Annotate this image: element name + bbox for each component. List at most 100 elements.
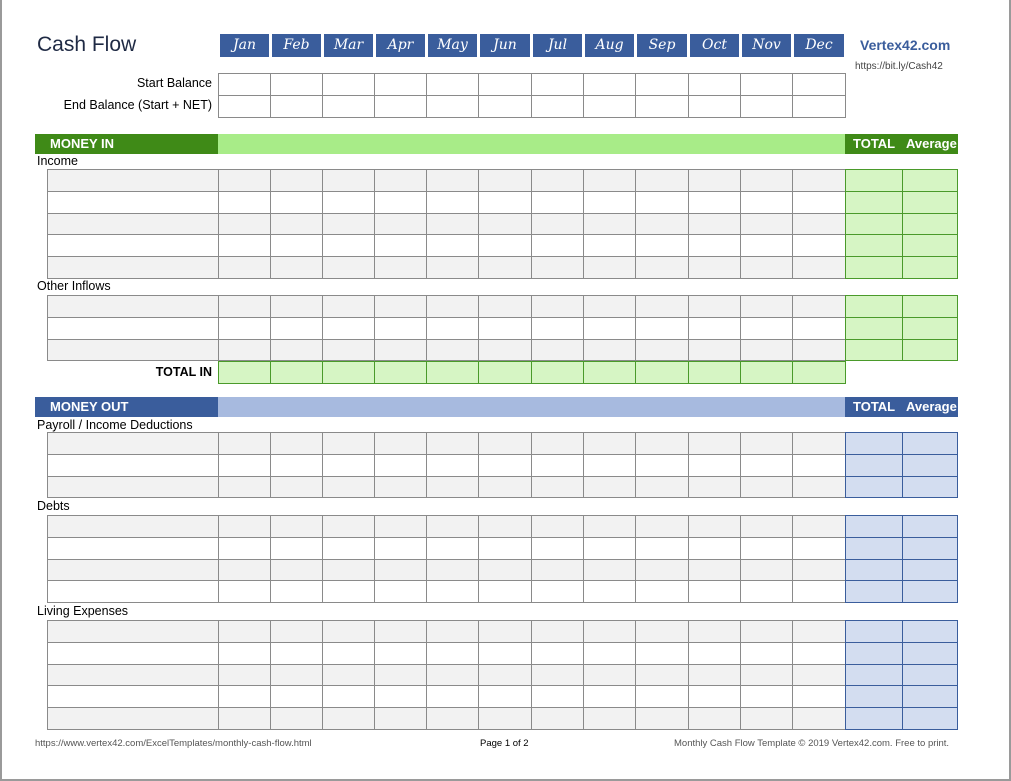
amount-cell[interactable] [792,620,846,643]
amount-cell[interactable] [635,295,689,318]
amount-cell[interactable] [218,580,271,604]
amount-cell[interactable] [322,558,375,582]
amount-cell[interactable] [583,620,636,643]
amount-cell[interactable] [635,707,689,730]
amount-cell[interactable] [322,295,375,318]
amount-cell[interactable] [218,641,271,665]
amount-cell[interactable] [740,475,793,499]
end-balance-cell[interactable] [426,95,479,118]
amount-cell[interactable] [635,316,689,340]
amount-cell[interactable] [740,707,793,730]
amount-cell[interactable] [688,663,741,687]
amount-cell[interactable] [688,475,741,499]
amount-cell[interactable] [688,685,741,709]
row-label-cell[interactable] [47,234,219,258]
row-label-cell[interactable] [47,212,219,236]
amount-cell[interactable] [426,620,479,643]
end-balance-cell[interactable] [218,95,271,118]
amount-cell[interactable] [531,580,584,604]
amount-cell[interactable] [218,169,271,192]
amount-cell[interactable] [635,558,689,582]
amount-cell[interactable] [583,580,636,604]
amount-cell[interactable] [478,707,532,730]
amount-cell[interactable] [478,580,532,604]
amount-cell[interactable] [426,663,479,687]
amount-cell[interactable] [218,190,271,214]
amount-cell[interactable] [478,256,532,279]
amount-cell[interactable] [322,234,375,258]
footer-url[interactable]: https://www.vertex42.com/ExcelTemplates/… [35,738,312,749]
end-balance-cell[interactable] [740,95,793,118]
amount-cell[interactable] [270,190,323,214]
row-label-cell[interactable] [47,620,219,643]
row-label-cell[interactable] [47,685,219,709]
amount-cell[interactable] [374,558,427,582]
start-balance-cell[interactable] [426,73,479,96]
amount-cell[interactable] [740,432,793,455]
amount-cell[interactable] [374,234,427,258]
amount-cell[interactable] [218,707,271,730]
amount-cell[interactable] [531,234,584,258]
amount-cell[interactable] [531,432,584,455]
amount-cell[interactable] [635,515,689,538]
amount-cell[interactable] [374,580,427,604]
row-label-cell[interactable] [47,338,219,362]
end-balance-cell[interactable] [478,95,532,118]
amount-cell[interactable] [740,316,793,340]
end-balance-cell[interactable] [635,95,689,118]
amount-cell[interactable] [322,190,375,214]
amount-cell[interactable] [478,295,532,318]
amount-cell[interactable] [792,256,846,279]
amount-cell[interactable] [740,536,793,560]
amount-cell[interactable] [635,338,689,362]
amount-cell[interactable] [583,453,636,477]
row-label-cell[interactable] [47,515,219,538]
amount-cell[interactable] [583,558,636,582]
amount-cell[interactable] [478,316,532,340]
amount-cell[interactable] [635,212,689,236]
amount-cell[interactable] [322,536,375,560]
amount-cell[interactable] [270,432,323,455]
amount-cell[interactable] [688,256,741,279]
amount-cell[interactable] [740,453,793,477]
amount-cell[interactable] [531,190,584,214]
end-balance-cell[interactable] [531,95,584,118]
amount-cell[interactable] [218,316,271,340]
amount-cell[interactable] [531,212,584,236]
row-label-cell[interactable] [47,190,219,214]
start-balance-cell[interactable] [740,73,793,96]
amount-cell[interactable] [270,212,323,236]
short-url[interactable]: https://bit.ly/Cash42 [855,61,943,72]
amount-cell[interactable] [792,558,846,582]
amount-cell[interactable] [792,536,846,560]
amount-cell[interactable] [322,515,375,538]
amount-cell[interactable] [740,620,793,643]
amount-cell[interactable] [374,190,427,214]
row-label-cell[interactable] [47,475,219,499]
amount-cell[interactable] [270,234,323,258]
amount-cell[interactable] [792,190,846,214]
amount-cell[interactable] [426,685,479,709]
amount-cell[interactable] [270,641,323,665]
amount-cell[interactable] [531,453,584,477]
amount-cell[interactable] [792,580,846,604]
amount-cell[interactable] [792,663,846,687]
end-balance-cell[interactable] [374,95,427,118]
amount-cell[interactable] [374,338,427,362]
amount-cell[interactable] [531,685,584,709]
amount-cell[interactable] [583,707,636,730]
end-balance-cell[interactable] [792,95,846,118]
amount-cell[interactable] [426,432,479,455]
amount-cell[interactable] [270,338,323,362]
amount-cell[interactable] [635,475,689,499]
amount-cell[interactable] [374,685,427,709]
amount-cell[interactable] [374,620,427,643]
amount-cell[interactable] [218,558,271,582]
amount-cell[interactable] [322,707,375,730]
amount-cell[interactable] [374,641,427,665]
row-label-cell[interactable] [47,256,219,279]
amount-cell[interactable] [218,620,271,643]
amount-cell[interactable] [583,641,636,665]
row-label-cell[interactable] [47,316,219,340]
amount-cell[interactable] [270,558,323,582]
